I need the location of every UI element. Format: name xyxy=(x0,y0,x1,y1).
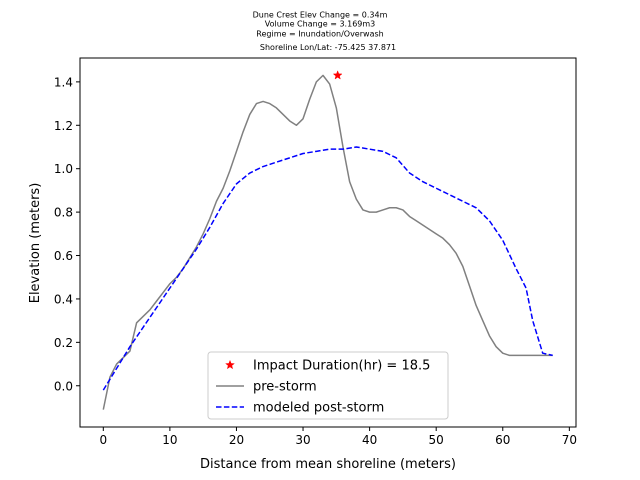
legend-label: pre-storm xyxy=(253,380,317,395)
x-tick-label: 70 xyxy=(562,433,577,447)
x-tick-label: 50 xyxy=(429,433,444,447)
y-tick-label: 1.2 xyxy=(54,119,73,133)
title-line-volume: Volume Change = 3.169m3 xyxy=(265,20,376,29)
x-axis-label: Distance from mean shoreline (meters) xyxy=(200,457,456,472)
legend-box xyxy=(207,351,449,420)
impact-star-marker xyxy=(332,70,343,80)
y-tick-label: 1.0 xyxy=(54,162,73,176)
x-tick-label: 30 xyxy=(295,433,310,447)
y-tick-label: 0.8 xyxy=(54,206,73,220)
y-tick-label: 0.0 xyxy=(54,379,73,393)
title-line-shoreline: Shoreline Lon/Lat: -75.425 37.871 xyxy=(260,43,396,52)
x-tick-label: 0 xyxy=(99,433,107,447)
legend: Impact Duration(hr) = 18.5 pre-storm model… xyxy=(207,351,449,420)
y-tick-label: 0.4 xyxy=(54,292,73,306)
series-line-post-storm xyxy=(102,146,553,391)
y-axis-label: Elevation (meters) xyxy=(28,183,43,304)
y-tick-label: 0.6 xyxy=(54,249,73,263)
legend-label: modeled post-storm xyxy=(253,401,384,416)
x-tick-label: 20 xyxy=(229,433,244,447)
legend-star-icon xyxy=(225,359,235,370)
y-tick-label: 0.2 xyxy=(54,336,73,350)
y-tick-label: 1.4 xyxy=(54,75,73,89)
axis-ticks: 0 10 20 30 40 50 60 70 0.0 0.2 0.4 0.6 0.8 1.0 1.2 1.4 xyxy=(54,75,577,447)
axes-frame xyxy=(79,57,577,428)
legend-label: Impact Duration(hr) = 18.5 xyxy=(253,359,430,374)
plot-area xyxy=(102,70,553,410)
chart-title: Dune Crest Elev Change = 0.34m Volume Ch… xyxy=(253,11,396,53)
x-tick-label: 10 xyxy=(162,433,177,447)
x-tick-label: 60 xyxy=(495,433,510,447)
title-line-crest: Dune Crest Elev Change = 0.34m xyxy=(253,11,388,20)
x-tick-label: 40 xyxy=(362,433,377,447)
title-line-regime: Regime = Inundation/Overwash xyxy=(256,30,383,39)
